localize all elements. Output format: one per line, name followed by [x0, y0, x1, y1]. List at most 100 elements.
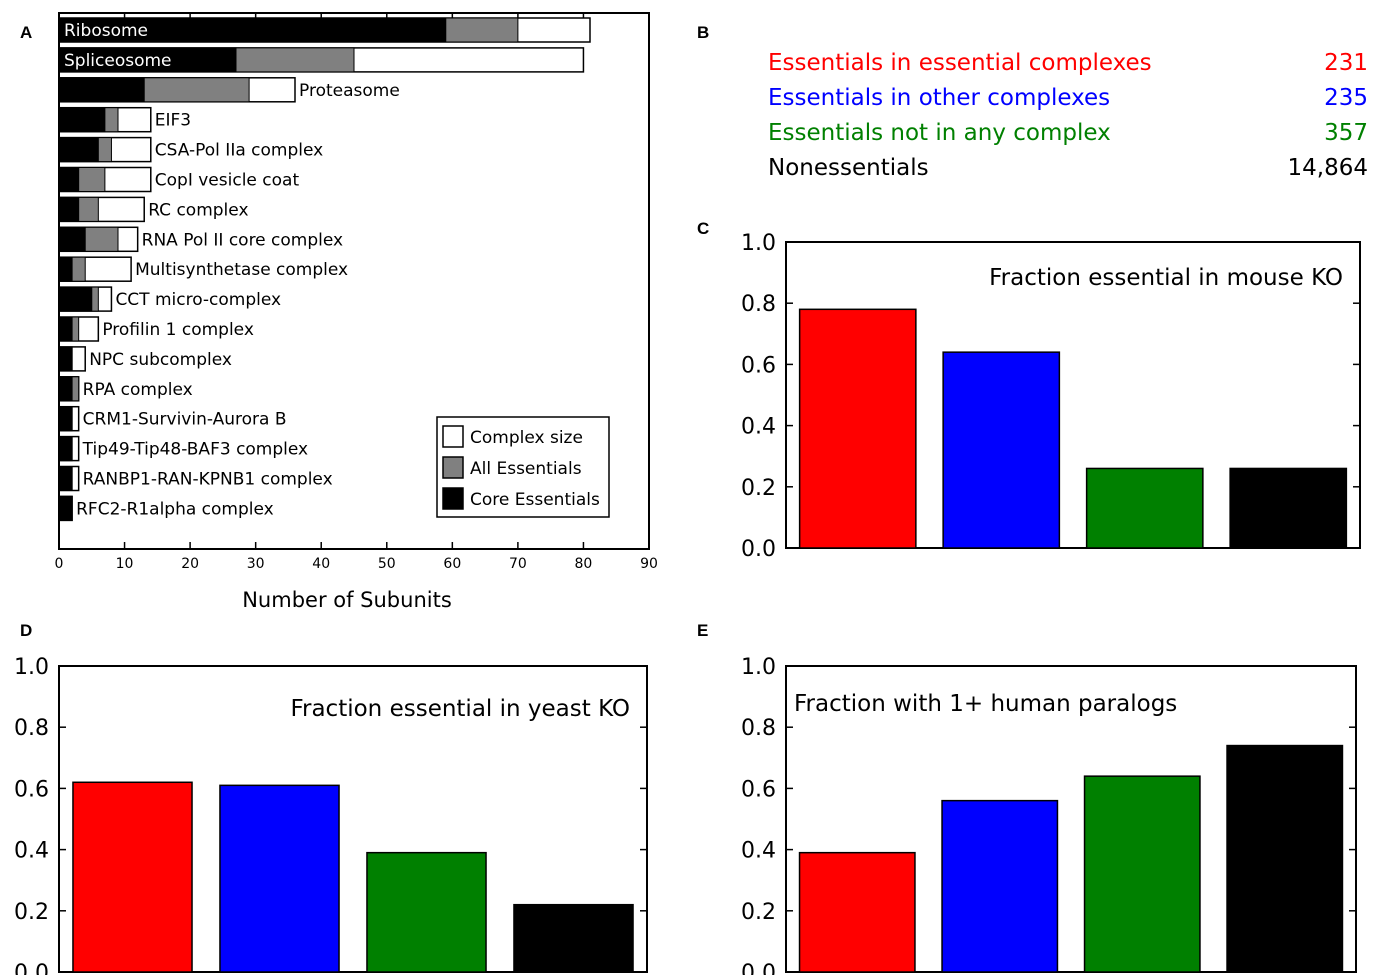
bar-core-essentials	[58, 346, 73, 372]
bar	[72, 781, 193, 973]
complex-label: RC complex	[148, 200, 248, 220]
x-tick-label: 70	[509, 556, 527, 572]
complex-label: Multisynthetase complex	[135, 260, 348, 280]
bar-core-essentials	[58, 107, 106, 133]
complex-label: RNA Pol II core complex	[142, 230, 343, 250]
y-tick-label: 0.2	[14, 900, 49, 925]
bar-core-essentials	[58, 196, 80, 222]
complex-label: Tip49-Tip48-BAF3 complex	[82, 440, 308, 460]
panel-d-yeast-ko: 0.0 0.2 0.4 0.6 0.8 1.0 Fraction essential in …	[14, 655, 648, 975]
complex-label: Ribosome	[64, 21, 148, 41]
count-row-value: 235	[1324, 85, 1368, 111]
y-tick-label: 0.8	[14, 716, 49, 741]
panel-e-human-paralogs: 0.0 0.2 0.4 0.6 0.8 1.0 Fraction with 1+ human…	[741, 655, 1357, 975]
bar-core-essentials	[58, 316, 73, 342]
bar-core-essentials	[58, 406, 73, 432]
legend: Complex size All Essentials Core Essential…	[436, 416, 610, 518]
complex-label: RANBP1-RAN-KPNB1 complex	[83, 470, 333, 490]
x-tick-label: 60	[443, 556, 461, 572]
bar	[798, 308, 917, 549]
plot-frame	[58, 665, 648, 973]
bar	[1229, 467, 1348, 549]
bar-core-essentials	[58, 495, 73, 521]
chart-title: Fraction with 1+ human paralogs	[794, 691, 1177, 717]
legend-box	[436, 416, 610, 518]
count-row-value: 357	[1324, 120, 1368, 146]
bar-core-essentials	[58, 256, 73, 282]
y-tick-label: 0.4	[741, 839, 776, 864]
x-tick-label: 20	[181, 556, 199, 572]
x-tick-label: 80	[575, 556, 593, 572]
bar	[798, 851, 916, 973]
complex-label: RPA complex	[83, 380, 193, 400]
panel-label-e: E	[697, 621, 708, 640]
y-tick-label: 0.0	[14, 961, 49, 975]
bar	[941, 799, 1059, 973]
bar-core-essentials	[58, 17, 447, 43]
complex-label: RFC2-R1alpha complex	[76, 499, 274, 519]
x-axis-label: Number of Subunits	[242, 588, 452, 612]
bar-core-essentials	[58, 137, 99, 163]
complex-label: CSA-Pol IIa complex	[155, 141, 323, 161]
legend-swatch	[442, 456, 464, 479]
y-tick-label: 0.8	[741, 292, 776, 317]
panel-label-a: A	[20, 23, 32, 42]
panel-label-b: B	[697, 23, 709, 42]
count-row-label: Essentials in essential complexes	[768, 50, 1152, 76]
y-tick-label: 0.4	[14, 839, 49, 864]
bar-core-essentials	[58, 77, 145, 103]
x-tick-label: 50	[378, 556, 396, 572]
complex-label: CRM1-Survivin-Aurora B	[83, 410, 287, 430]
y-tick-label: 1.0	[14, 655, 49, 680]
count-row-value: 14,864	[1288, 155, 1368, 181]
complex-label: Spliceosome	[64, 51, 172, 71]
bar-core-essentials	[58, 167, 80, 192]
bar-core-essentials	[58, 436, 73, 462]
complex-label: CCT micro-complex	[115, 290, 281, 310]
complex-label: Profilin 1 complex	[102, 320, 254, 340]
panel-a-complex-sizes: 0 10 20 30 40 50 60 70 80 90 Number of Subunits Rib…	[55, 12, 658, 612]
legend-label: Complex size	[470, 428, 583, 448]
bar-core-essentials	[58, 226, 86, 252]
panel-label-d: D	[20, 621, 32, 640]
x-tick-label: 0	[55, 556, 64, 572]
y-tick-label: 0.2	[741, 900, 776, 925]
y-tick-label: 0.6	[14, 777, 49, 802]
plot-frame	[785, 665, 1357, 973]
legend-swatch	[442, 425, 464, 448]
panel-c-mouse-ko: 0.0 0.2 0.4 0.6 0.8 1.0 Fraction essential in …	[741, 231, 1361, 562]
panel-b-gene-counts: Essentials in essential complexes 231 Esse…	[768, 50, 1368, 181]
count-row-value: 231	[1324, 50, 1368, 76]
complex-label: EIF3	[155, 111, 191, 131]
bar	[942, 351, 1061, 549]
bar-core-essentials	[58, 466, 73, 491]
y-tick-label: 0.6	[741, 353, 776, 378]
bar-core-essentials	[58, 47, 237, 73]
x-tick-label: 30	[247, 556, 265, 572]
legend-swatch	[442, 487, 464, 510]
panel-label-c: C	[697, 219, 709, 238]
legend-label: Core Essentials	[470, 490, 600, 510]
x-tick-label: 90	[640, 556, 658, 572]
bar	[513, 903, 634, 973]
y-tick-label: 0.6	[741, 777, 776, 802]
bar	[219, 784, 340, 973]
bar	[1226, 744, 1344, 973]
y-tick-label: 1.0	[741, 231, 776, 256]
complex-label: Proteasome	[299, 81, 400, 101]
y-tick-label: 1.0	[741, 655, 776, 680]
count-row-label: Essentials not in any complex	[768, 120, 1111, 146]
y-tick-label: 0.0	[741, 961, 776, 975]
y-tick-label: 0.8	[741, 716, 776, 741]
bar-core-essentials	[58, 376, 73, 402]
bar	[1083, 775, 1201, 973]
x-tick-label: 40	[312, 556, 330, 572]
complex-label: NPC subcomplex	[89, 350, 232, 370]
legend-label: All Essentials	[470, 459, 582, 479]
y-tick-label: 0.0	[741, 537, 776, 562]
complex-label: CopI vesicle coat	[155, 171, 300, 191]
count-row-label: Essentials in other complexes	[768, 85, 1110, 111]
count-row-label: Nonessentials	[768, 155, 929, 181]
y-tick-label: 0.4	[741, 415, 776, 440]
plot-frame	[785, 241, 1361, 549]
